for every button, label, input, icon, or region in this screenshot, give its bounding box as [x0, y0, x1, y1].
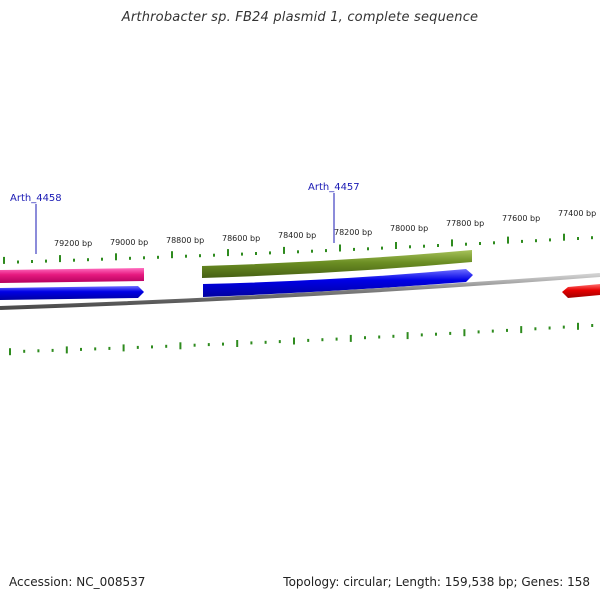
ruler-label: 78200 bp	[334, 228, 372, 237]
ruler-label: 79000 bp	[110, 238, 148, 247]
forward-strand-genes	[0, 250, 472, 283]
gene-blue-left[interactable]	[0, 286, 144, 300]
gene-arth-4457[interactable]	[202, 250, 472, 278]
gene-label-arth-4457[interactable]: Arth_4457	[308, 182, 360, 193]
inner-tick-ring	[9, 322, 594, 356]
ruler-label: 78400 bp	[278, 231, 316, 240]
ruler-label: 79200 bp	[54, 239, 92, 248]
gene-label-arth-4458[interactable]: Arth_4458	[10, 193, 62, 204]
plasmid-backbone	[0, 273, 600, 310]
ruler-label: 77600 bp	[502, 214, 540, 223]
gene-arth-4458[interactable]	[0, 268, 144, 283]
ruler-label: 77400 bp	[558, 209, 596, 218]
ruler-label: 78600 bp	[222, 234, 260, 243]
ruler-label: 77800 bp	[446, 219, 484, 228]
gene-red-right[interactable]	[562, 284, 600, 298]
topology-summary: Topology: circular; Length: 159,538 bp; …	[283, 575, 590, 589]
gene-labels: Arth_4458 Arth_4457	[10, 182, 360, 254]
accession-text: Accession: NC_008537	[9, 575, 146, 589]
ruler-label: 78000 bp	[390, 224, 428, 233]
gene-blue-middle[interactable]	[203, 269, 473, 297]
map-title: Arthrobacter sp. FB24 plasmid 1, complet…	[121, 10, 479, 25]
ruler-label: 78800 bp	[166, 236, 204, 245]
outer-tick-ring	[3, 233, 593, 264]
ruler-labels: 79200 bp 79000 bp 78800 bp 78600 bp 7840…	[54, 209, 596, 248]
reverse-strand-genes	[0, 269, 600, 300]
